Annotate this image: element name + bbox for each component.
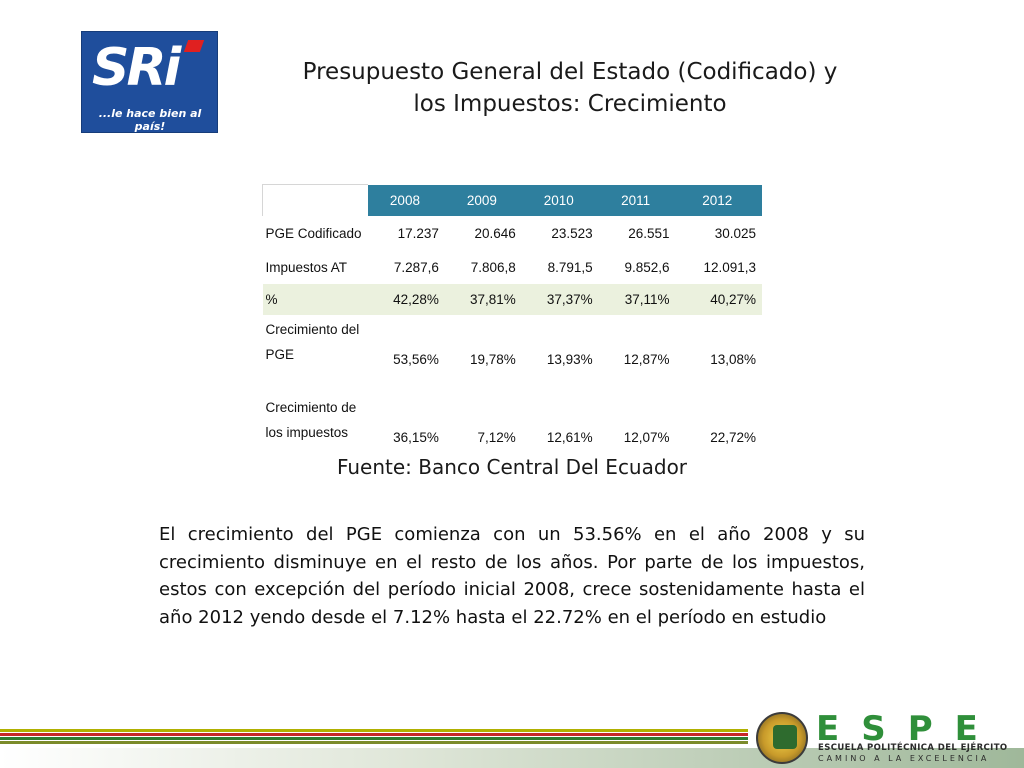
table-cell: 17.237 [397, 225, 439, 241]
table-row: PGE Codificado 17.237 20.646 23.523 26.5… [263, 216, 763, 250]
analysis-paragraph: El crecimiento del PGE comienza con un 5… [159, 524, 865, 628]
table-cell: 40,27% [675, 284, 762, 315]
year-header: 2009 [444, 184, 522, 216]
sri-logo-tagline: ...le hace bien al país! [98, 107, 202, 133]
table-cell: 53,56% [393, 352, 439, 367]
footer-stripe [0, 733, 748, 736]
table-cell: 7.287,6 [393, 259, 439, 275]
table-cell: 30.025 [714, 225, 756, 241]
budget-table: 2008 2009 2010 2011 2012 PGE Codificado … [262, 184, 762, 445]
year-header: 2008 [368, 184, 445, 216]
table-cell: 12,07% [623, 430, 670, 445]
sri-logo-accent [183, 40, 205, 52]
table-row: Impuestos AT 7.287,6 7.806,8 8.791,5 9.8… [263, 250, 763, 284]
year-header: 2011 [598, 184, 676, 216]
table-cell: 37,11% [598, 284, 676, 315]
table-row: % 42,28% 37,81% 37,37% 37,11% 40,27% [262, 284, 762, 315]
table-cell: 19,78% [469, 352, 516, 367]
table-cell: 23.523 [551, 225, 593, 241]
footer-stripe [0, 737, 748, 740]
year-header: 2010 [521, 184, 599, 216]
table-cell: 20.646 [474, 225, 516, 241]
table-cell: 37,81% [444, 284, 522, 315]
row-label: PGE Codificado [265, 225, 362, 241]
espe-motto: CAMINO A LA EXCELENCIA [818, 754, 990, 763]
footer-stripe [0, 729, 748, 732]
table-cell: 22,72% [710, 430, 756, 445]
table-cell: 12,61% [546, 430, 593, 445]
sri-logo-text: SRi [92, 38, 181, 98]
row-label: Crecimiento del PGE [265, 322, 360, 362]
table-cell: 12.091,3 [703, 259, 756, 275]
footer-stripes [0, 729, 748, 745]
table-header-row: 2008 2009 2010 2011 2012 [262, 184, 762, 216]
table-cell: 36,15% [393, 430, 439, 445]
espe-institution-name: ESCUELA POLITÉCNICA DEL EJÉRCITO [818, 743, 1008, 753]
table-cell: 42,28% [368, 284, 445, 315]
source-caption: Fuente: Banco Central Del Ecuador [336, 455, 688, 479]
espe-shield-icon [773, 725, 797, 749]
table-corner-cell [262, 184, 368, 216]
slide-title-line2: los Impuestos: Crecimiento [413, 91, 727, 117]
sri-logo: SRi ...le hace bien al país! [81, 31, 218, 133]
table-cell: 9.852,6 [624, 259, 670, 275]
table-cell: 13,93% [546, 352, 593, 367]
table-cell: 7,12% [477, 430, 516, 445]
table-cell: 7.806,8 [470, 259, 516, 275]
row-label: Impuestos AT [265, 259, 348, 275]
table-cell: 26.551 [628, 225, 670, 241]
table-cell: 8.791,5 [547, 259, 593, 275]
table-row: Crecimiento del PGE 53,56% 19,78% 13,93%… [263, 315, 763, 367]
table-row: Crecimiento de los impuestos 36,15% 7,12… [263, 367, 763, 445]
table-cell: 37,37% [521, 284, 599, 315]
row-label: % [262, 284, 368, 315]
espe-logo-text: ESPE [816, 709, 1000, 749]
footer-stripe [0, 741, 748, 744]
year-header: 2012 [675, 184, 762, 216]
table-cell: 12,87% [623, 352, 670, 367]
slide-title-line1: Presupuesto General del Estado (Codifica… [302, 59, 838, 85]
slide-title: Presupuesto General del Estado (Codifica… [270, 56, 870, 120]
table-cell: 13,08% [710, 352, 756, 367]
row-label: Crecimiento de los impuestos [265, 400, 357, 440]
